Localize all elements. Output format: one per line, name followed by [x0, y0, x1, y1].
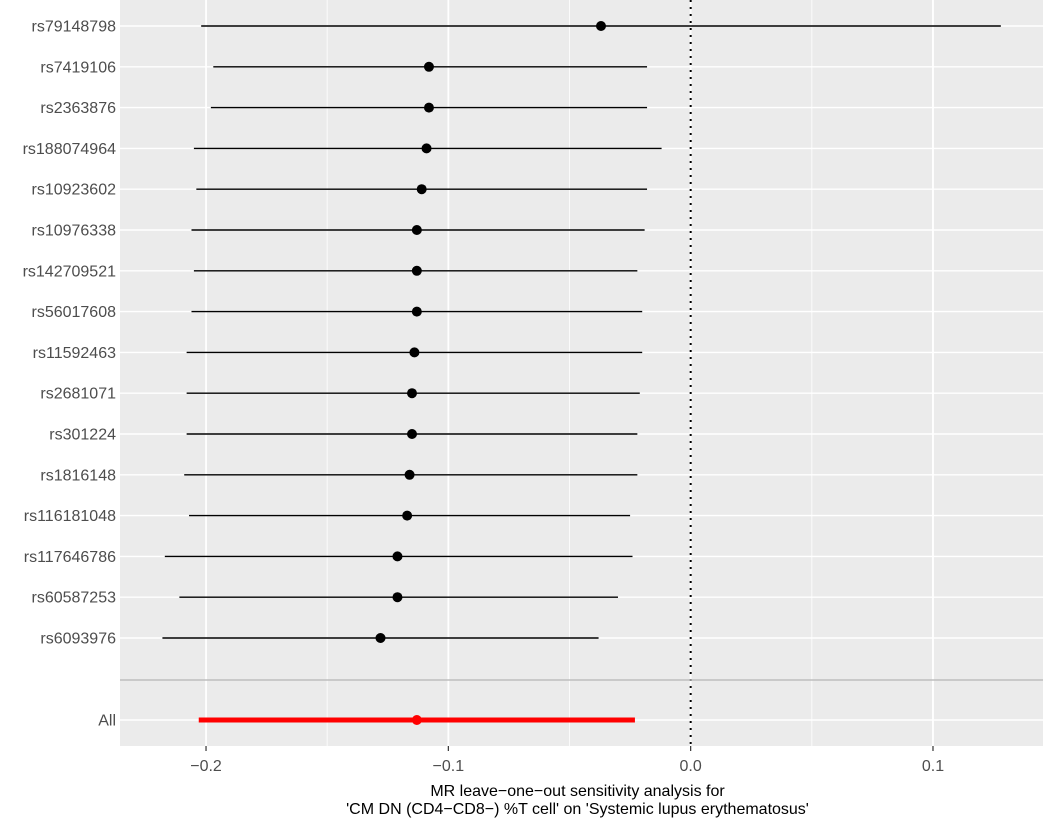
- estimate-point: [392, 592, 403, 603]
- x-tick-label: 0.0: [680, 758, 702, 775]
- estimate-point: [411, 265, 422, 276]
- estimate-point: [402, 510, 413, 521]
- estimate-rows: [162, 21, 1001, 725]
- snp-label: rs56017608: [31, 304, 116, 321]
- estimate-point: [421, 143, 432, 154]
- estimate-point: [423, 61, 434, 72]
- overall-estimate-point: [411, 715, 422, 725]
- snp-label: rs79148798: [31, 19, 116, 36]
- snp-label: rs1816148: [40, 467, 116, 484]
- snp-label: rs6093976: [40, 631, 116, 648]
- estimate-point: [596, 21, 607, 31]
- estimate-point: [423, 102, 434, 113]
- snp-label: rs2681071: [40, 386, 116, 403]
- estimate-point: [406, 429, 417, 439]
- row-labels: rs79148798 rs7419106 rs2363876 rs188074964 r…: [23, 19, 117, 730]
- estimate-point: [411, 225, 422, 235]
- snp-label: rs10923602: [31, 182, 116, 199]
- snp-label: rs301224: [49, 427, 116, 444]
- estimate-point: [375, 633, 386, 643]
- estimate-point: [404, 469, 415, 480]
- overall-label: All: [98, 713, 116, 730]
- estimate-point: [406, 388, 417, 399]
- snp-label: rs7419106: [40, 59, 116, 76]
- x-axis-title-line: 'CM DN (CD4−CD8−) %T cell' on 'Systemic …: [346, 801, 809, 818]
- snp-label: rs117646786: [24, 549, 116, 566]
- estimate-point: [392, 551, 403, 562]
- snp-label: rs10976338: [31, 223, 116, 240]
- x-tick-label: 0.1: [922, 758, 944, 775]
- estimate-point: [409, 347, 420, 358]
- x-axis-title: MR leave−one−out sensitivity analysis fo…: [346, 783, 809, 818]
- estimate-point: [411, 306, 422, 317]
- snp-label: rs2363876: [40, 100, 116, 117]
- x-tick-label: −0.2: [190, 758, 222, 775]
- snp-label: rs116181048: [24, 508, 116, 525]
- x-axis-title-line: MR leave−one−out sensitivity analysis fo…: [430, 783, 725, 800]
- plot-panel: [120, 0, 1043, 746]
- snp-label: rs188074964: [23, 141, 117, 158]
- snp-label: rs60587253: [31, 590, 116, 607]
- x-tick-label: −0.1: [433, 758, 465, 775]
- x-axis: −0.2 −0.1 0.0 0.1: [190, 746, 944, 775]
- snp-label: rs11592463: [33, 345, 116, 362]
- snp-label: rs142709521: [23, 263, 117, 280]
- estimate-point: [416, 184, 427, 195]
